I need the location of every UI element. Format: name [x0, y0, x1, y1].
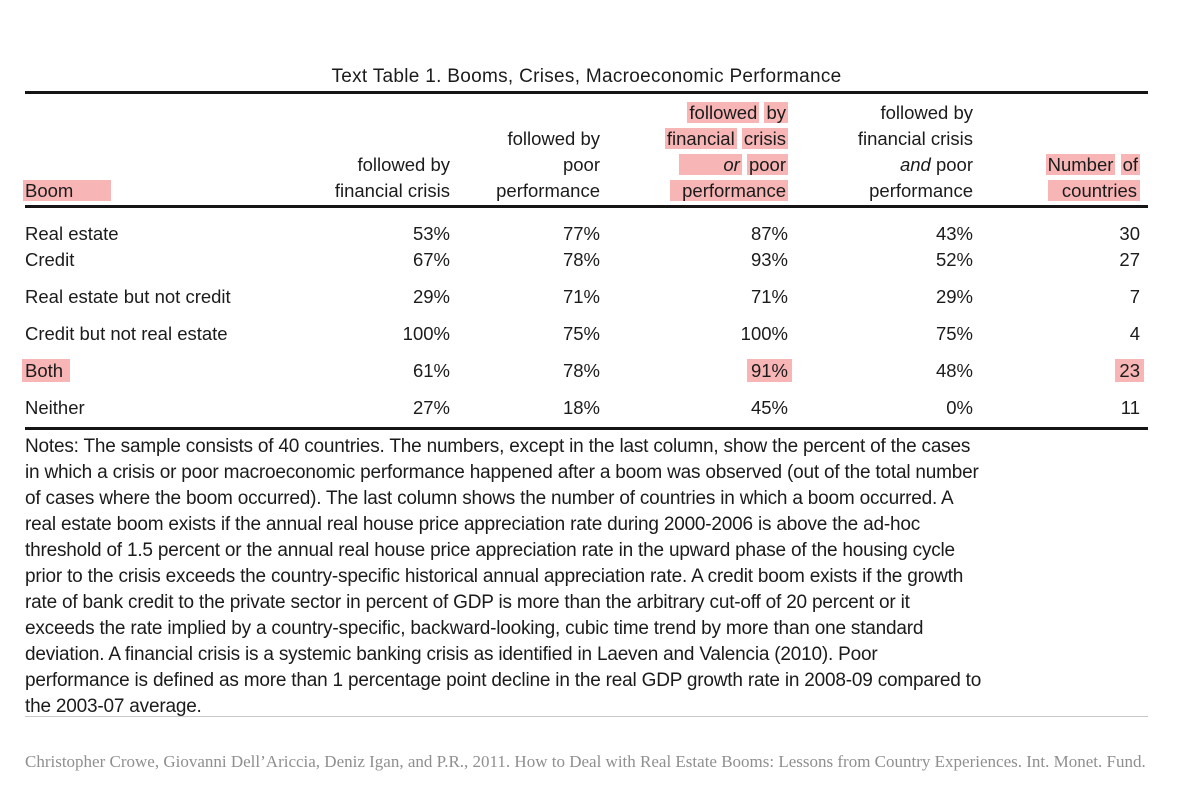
table-cell: 61% [412, 360, 450, 381]
table-cell: 91% [600, 358, 792, 384]
table-cell: Both [22, 358, 305, 384]
table-cell: Credit but not real estate [25, 323, 228, 344]
notes-line: threshold of 1.5 percent or the annual r… [25, 540, 955, 561]
table-cell: 48% [935, 360, 973, 381]
notes-line: in which a crisis or poor macroeconomic … [25, 462, 979, 483]
notes-line: exceeds the rate implied by a country-sp… [25, 618, 924, 639]
notes-line: performance is defined as more than 1 pe… [25, 670, 982, 691]
table-cell: 67% [412, 249, 450, 270]
notes-line: prior to the crisis exceeds the country-… [25, 566, 964, 587]
table-cell: 29% [412, 286, 450, 307]
table-cell: 71% [562, 286, 600, 307]
table-cell: 29% [935, 286, 973, 307]
rule-under-header [25, 205, 1148, 208]
table-header-row: Boom followed by financial crisis follow… [23, 96, 1148, 204]
highlighted-value: 91% [746, 359, 792, 382]
rule-under-title [25, 91, 1148, 94]
notes-line: Notes: The sample consists of 40 countri… [25, 436, 971, 457]
table-cell: 75% [562, 323, 600, 344]
highlighted-value: Both [22, 359, 71, 382]
table-notes: Notes: The sample consists of 40 countri… [25, 434, 1148, 720]
table-cell: 78% [562, 360, 600, 381]
table-cell: 77% [562, 223, 600, 244]
table-row: Credit 67% 78% 93% 52% 27 [25, 247, 1148, 273]
table-cell: Real estate [25, 223, 119, 244]
table-cell: 100% [740, 323, 788, 344]
header-col-crisis-or-poor: followed by financial crisis or poor per… [664, 102, 788, 201]
header-col-number-of-countries: Number of countries [1045, 154, 1140, 201]
table-cell: 52% [935, 249, 973, 270]
citation-line: Christopher Crowe, Giovanni Dell’Ariccia… [25, 752, 1146, 771]
table-cell: Credit [25, 249, 75, 270]
table-cell: 11 [1120, 397, 1140, 418]
notes-line: rate of bank credit to the private secto… [25, 592, 910, 613]
notes-line: the 2003-07 average. [25, 696, 202, 717]
table-cell: 27% [412, 397, 450, 418]
table-body: Real estate 53% 77% 87% 43% 30 Credit 67% 78% 93%… [22, 208, 1148, 421]
table-cell: 23 [973, 358, 1148, 384]
header-col-boom: Boom [23, 96, 305, 204]
header-col-financial-crisis: followed by financial crisis [334, 154, 450, 201]
table-cell: 18% [562, 397, 600, 418]
header-col-poor-performance: followed by poor performance [496, 128, 600, 201]
table-row: Real estate 53% 77% 87% 43% 30 [25, 221, 1148, 247]
table-row: Neither 27% 18% 45% 0% 11 [25, 395, 1148, 421]
table-row: Credit but not real estate 100% 75% 100% 75%… [25, 321, 1148, 347]
table-cell: 43% [935, 223, 973, 244]
table-cell: 93% [750, 249, 788, 270]
table-cell: Real estate but not credit [25, 286, 231, 307]
notes-line: of cases where the boom occurred). The l… [25, 488, 954, 509]
rule-under-notes [25, 716, 1148, 717]
highlighted-value: 23 [1115, 359, 1144, 382]
table-cell: 30 [1119, 223, 1140, 244]
table-cell: 75% [935, 323, 973, 344]
table-cell: 100% [402, 323, 450, 344]
table-cell: 45% [750, 397, 788, 418]
table-title: Text Table 1. Booms, Crises, Macroeconom… [331, 66, 842, 87]
table-cell: 7 [1129, 286, 1140, 307]
table-cell: 4 [1129, 323, 1140, 344]
boom-header-highlight: Boom [23, 180, 112, 201]
notes-line: real estate boom exists if the annual re… [25, 514, 921, 535]
header-col-crisis-and-poor: followed by financial crisis and poor pe… [857, 102, 973, 201]
table-cell: 78% [562, 249, 600, 270]
table-cell: 53% [412, 223, 450, 244]
table-cell: 27 [1119, 249, 1140, 270]
table-cell: 87% [750, 223, 788, 244]
rule-above-notes [25, 427, 1148, 430]
table-row: Real estate but not credit 29% 71% 71% 29% 7 [25, 284, 1148, 310]
table-row: Both 61% 78% 91% 48% 23 [22, 358, 1148, 384]
notes-line: deviation. A financial crisis is a syste… [25, 644, 878, 665]
table-cell: 71% [750, 286, 788, 307]
table-cell: 0% [946, 397, 973, 418]
table-cell: Neither [25, 397, 85, 418]
